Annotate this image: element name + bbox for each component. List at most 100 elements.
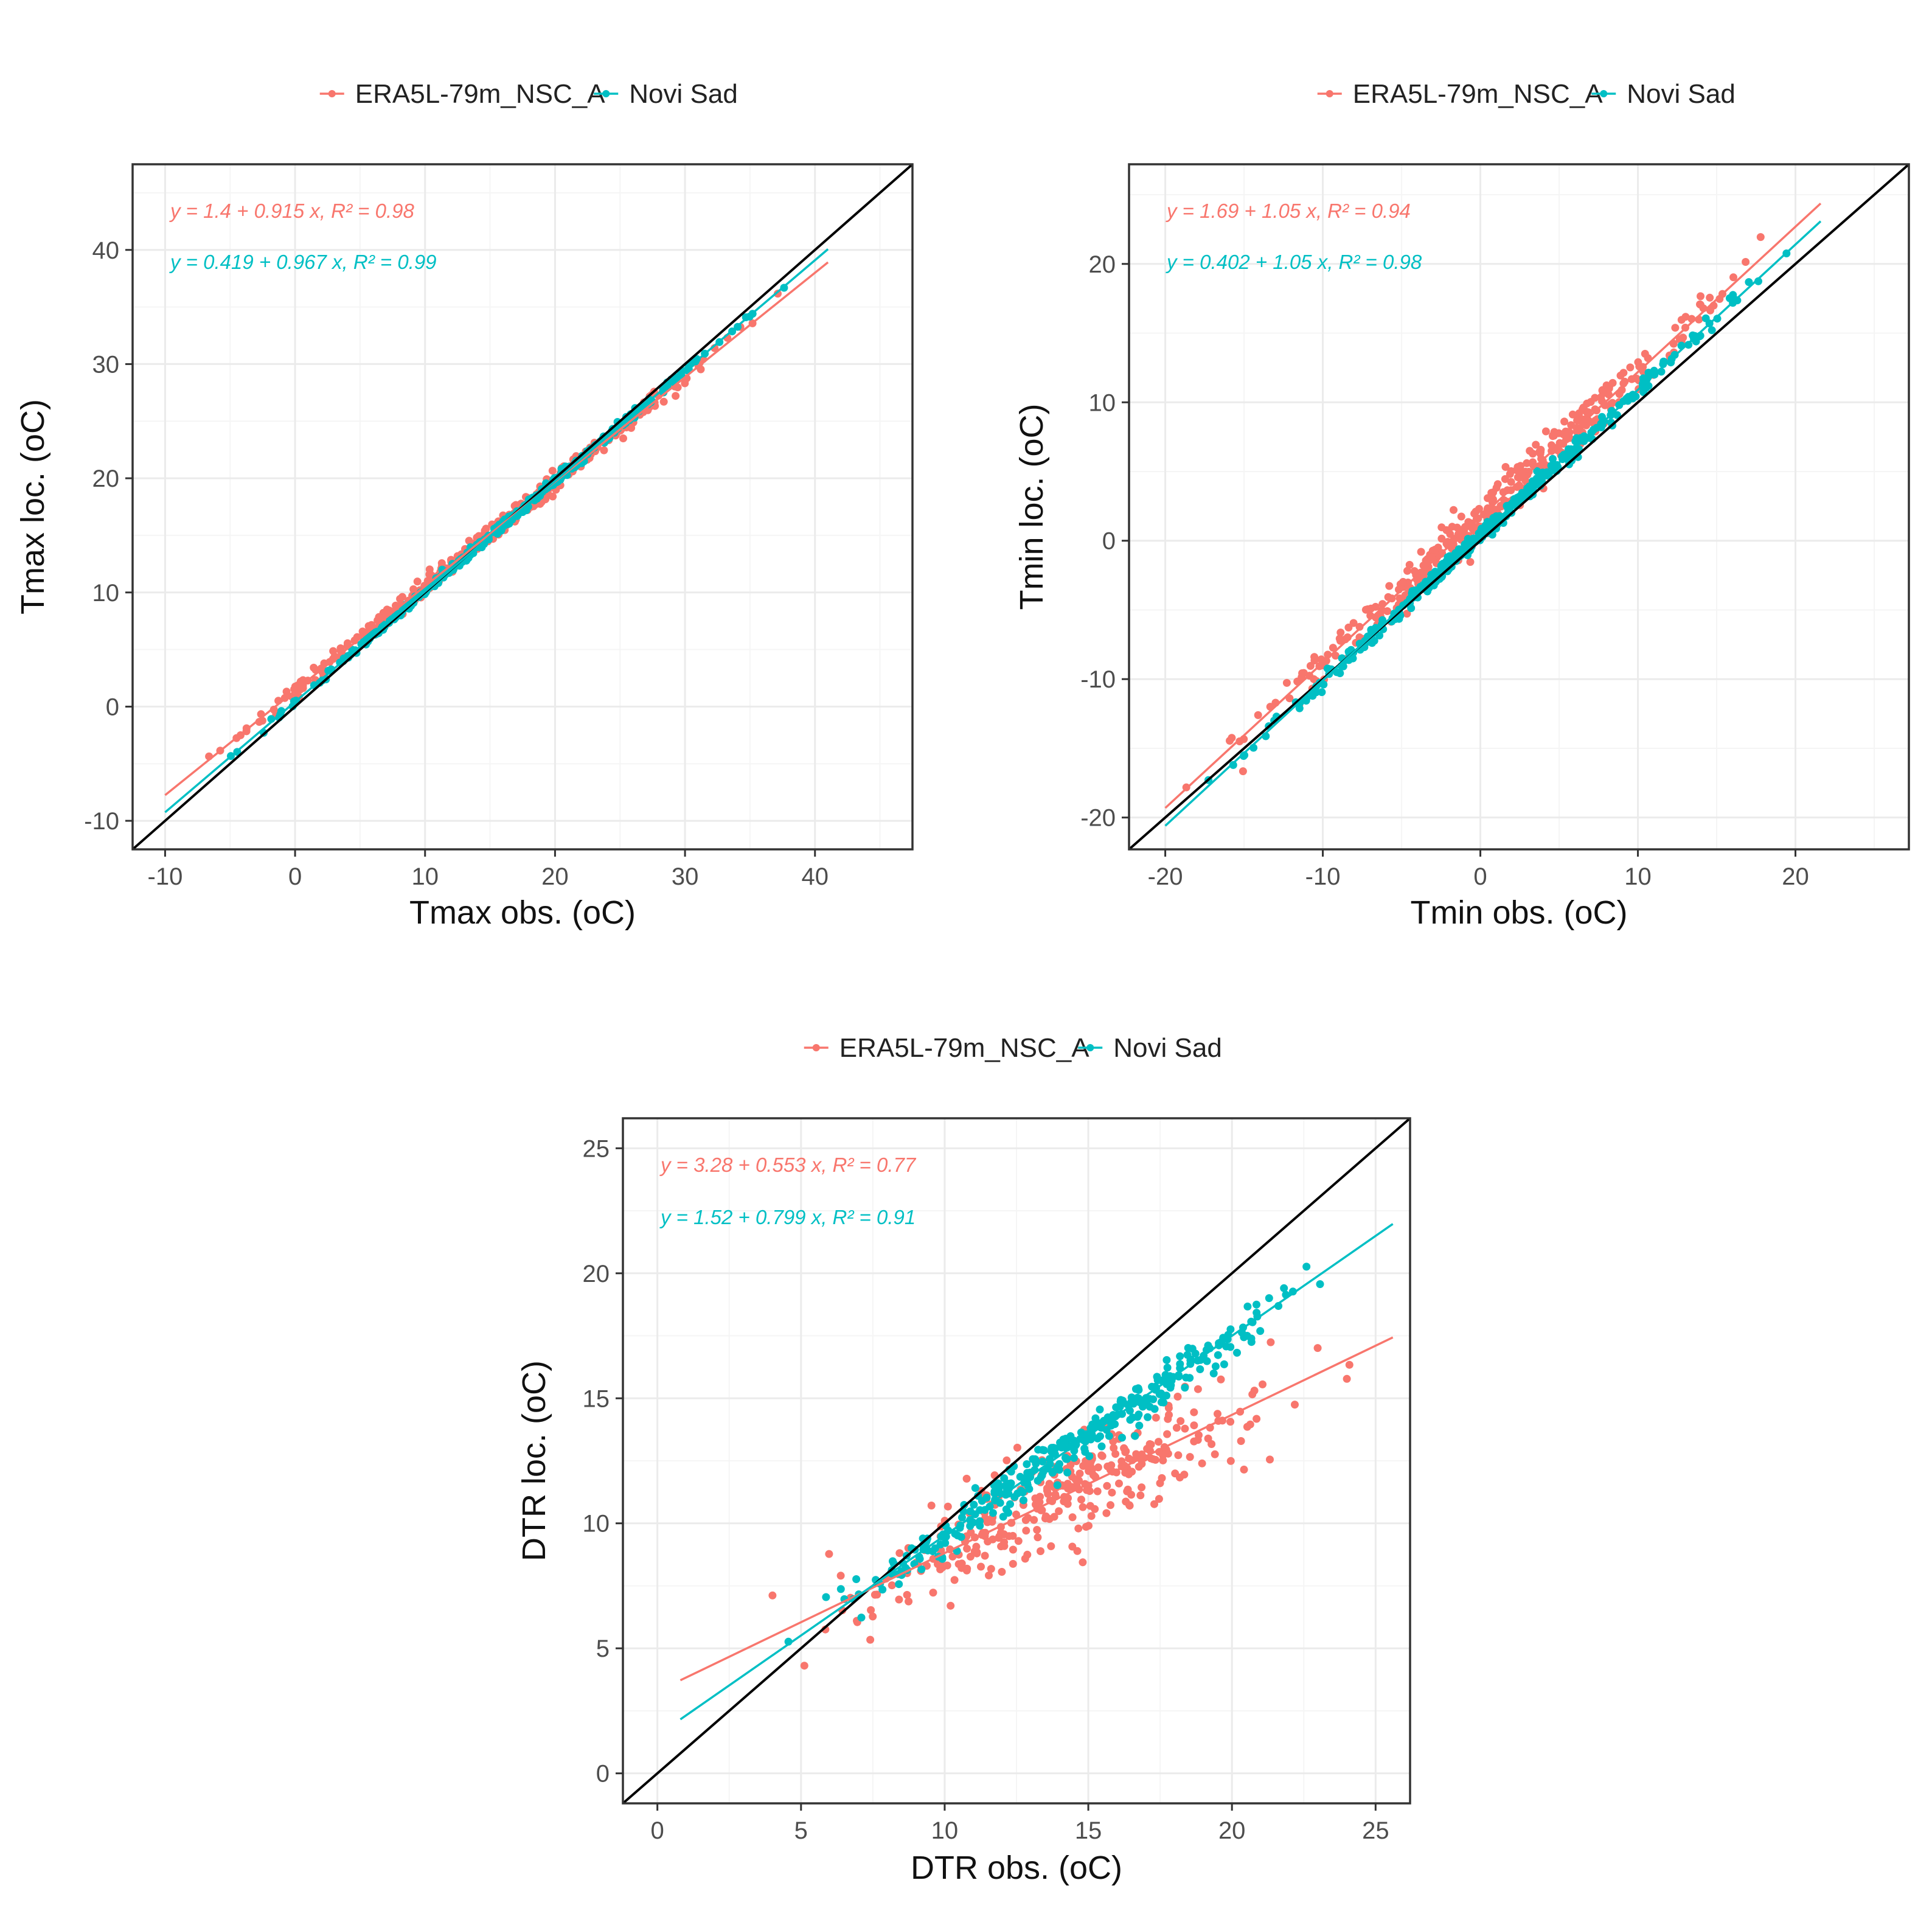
point-novisad (1336, 669, 1344, 677)
point-era5l (1009, 1531, 1017, 1540)
point-era5l (895, 1549, 904, 1558)
point-novisad (1564, 448, 1572, 457)
point-era5l (1148, 1455, 1157, 1463)
point-era5l (1181, 1424, 1189, 1433)
point-era5l (1681, 313, 1690, 321)
point-novisad (1549, 454, 1557, 463)
point-era5l (1579, 403, 1588, 412)
point-novisad (1157, 1398, 1166, 1407)
point-era5l (1343, 1374, 1351, 1383)
point-era5l (1176, 1473, 1184, 1481)
point-novisad (1745, 278, 1753, 287)
x-tick-label: -20 (1148, 863, 1183, 890)
point-novisad (1708, 326, 1716, 335)
equation-era5l: y = 1.4 + 0.915 x, R² = 0.98 (169, 200, 414, 222)
point-era5l (1037, 1547, 1044, 1555)
point-era5l (1446, 530, 1454, 538)
point-era5l (1098, 1452, 1107, 1460)
point-novisad (1729, 291, 1737, 299)
point-era5l (1246, 1420, 1254, 1429)
point-novisad (1023, 1460, 1031, 1468)
x-tick-label: 10 (412, 863, 439, 890)
point-era5l (1489, 488, 1498, 496)
fit-line-novisad (1164, 220, 1822, 827)
point-era5l (1329, 644, 1337, 652)
point-novisad (822, 1593, 830, 1601)
point-era5l (836, 1572, 845, 1580)
point-novisad (1000, 1474, 1009, 1483)
point-novisad (1078, 1429, 1086, 1438)
y-tick-label: 25 (583, 1135, 610, 1162)
point-era5l (943, 1502, 952, 1511)
point-era5l (1068, 1513, 1077, 1522)
equation-era5l: y = 3.28 + 0.553 x, R² = 0.77 (659, 1154, 917, 1176)
chart-tmin: -20 -10 0 10 20 -20 -10 0 10 20 Tmin obs. (oC) Tmin… (1013, 163, 1910, 931)
point-era5l (1591, 405, 1599, 414)
point-era5l (1115, 1479, 1123, 1488)
point-era5l (1507, 478, 1515, 486)
point-era5l (1385, 582, 1394, 590)
point-era5l (1586, 398, 1595, 406)
point-era5l (600, 446, 608, 454)
point-era5l (1282, 678, 1291, 687)
point-era5l (482, 524, 490, 533)
identity-line (1129, 164, 1909, 849)
point-era5l (1399, 577, 1408, 586)
point-novisad (836, 1585, 845, 1593)
point-novisad (1529, 477, 1537, 486)
y-tick-label: 15 (583, 1385, 610, 1412)
point-era5l (1136, 1491, 1145, 1500)
point-era5l (1077, 1495, 1085, 1504)
point-era5l (1014, 1537, 1023, 1545)
point-era5l (1344, 623, 1353, 632)
point-novisad (1256, 1327, 1265, 1335)
point-era5l (409, 585, 418, 593)
point-era5l (1031, 1494, 1040, 1503)
point-era5l (672, 392, 680, 400)
y-tick-label: 10 (583, 1511, 610, 1537)
point-era5l (905, 1597, 913, 1606)
point-novisad (971, 1484, 979, 1492)
point-era5l (1291, 1401, 1299, 1409)
point-era5l (1110, 1444, 1118, 1452)
point-novisad (1432, 577, 1440, 586)
point-era5l (1310, 675, 1318, 683)
point-era5l (1047, 1542, 1055, 1550)
point-novisad (1053, 1463, 1062, 1472)
point-era5l (1560, 417, 1569, 426)
point-novisad (1053, 1481, 1062, 1489)
point-era5l (1075, 1477, 1083, 1485)
point-era5l (1250, 1387, 1259, 1395)
point-era5l (1355, 622, 1364, 631)
point-era5l (282, 688, 291, 696)
point-era5l (1532, 440, 1540, 449)
point-novisad (1037, 1473, 1045, 1481)
equation-era5l: y = 1.69 + 1.05 x, R² = 0.94 (1166, 200, 1411, 222)
point-novisad (1126, 1416, 1135, 1424)
point-era5l (1756, 233, 1765, 242)
point-era5l (1138, 1483, 1146, 1492)
point-novisad (917, 1565, 926, 1573)
point-era5l (1111, 1450, 1120, 1458)
point-era5l (888, 1581, 896, 1590)
x-tick-label: -10 (148, 863, 183, 890)
point-era5l (1122, 1447, 1130, 1455)
point-era5l (1094, 1463, 1102, 1472)
point-era5l (1336, 628, 1345, 637)
point-novisad (1118, 1433, 1126, 1442)
point-era5l (895, 1595, 903, 1604)
point-novisad (1265, 1294, 1273, 1303)
legend-key-era5l (1317, 90, 1342, 97)
point-era5l (1742, 258, 1750, 266)
point-era5l (1021, 1555, 1029, 1563)
point-era5l (1083, 1486, 1091, 1494)
point-era5l (1079, 1503, 1087, 1511)
point-era5l (310, 663, 318, 672)
point-era5l (869, 1612, 877, 1621)
point-novisad (1713, 315, 1722, 323)
y-tick-label: 0 (106, 694, 119, 720)
point-novisad (1240, 751, 1249, 759)
point-era5l (774, 290, 782, 298)
point-era5l (927, 1502, 936, 1509)
x-tick-label: 0 (1473, 863, 1487, 890)
